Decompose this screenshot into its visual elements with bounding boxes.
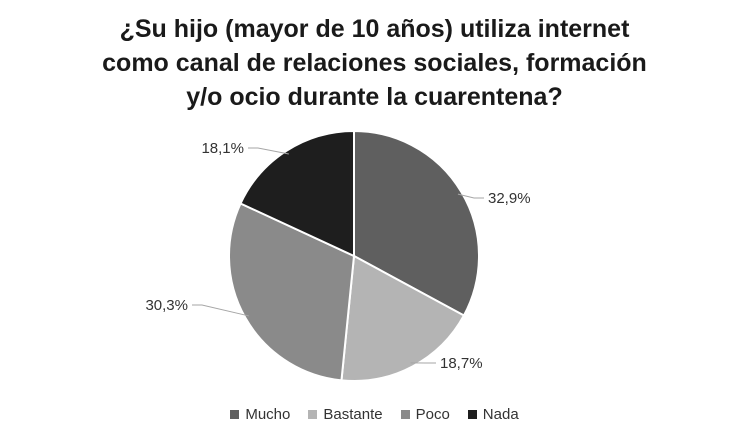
legend-swatch-nada [467,410,477,419]
leader-line-poco [192,304,250,317]
leader-line-mucho [457,193,484,199]
pie-slice-nada [239,129,355,258]
chart-title-line-3: y/o ocio durante la cuarentena? [186,83,563,111]
chart-title-line-1: ¿Su hijo (mayor de 10 años) utiliza inte… [119,15,630,43]
legend-label-nada: Nada [482,406,519,423]
legend-label-mucho: Mucho [245,406,291,423]
legend-swatch-poco [400,410,410,419]
data-label-bastante: 18,7% [440,355,483,372]
pie-slice-bastante [340,254,466,382]
legend-swatch-bastante [308,410,318,419]
legend-item-mucho: Mucho [230,406,290,423]
pie-slice-poco [228,202,356,382]
data-label-mucho: 32,9% [488,190,531,207]
pie-slice-mucho [353,129,480,317]
legend-item-poco: Poco [400,406,450,423]
legend: Mucho Bastante Poco Nada [0,406,749,423]
chart-title-line-2: como canal de relaciones sociales, forma… [102,49,647,77]
legend-item-nada: Nada [467,406,519,423]
leader-line-nada [248,147,289,155]
data-label-nada: 18,1% [201,140,244,157]
legend-label-poco: Poco [415,406,450,423]
legend-item-bastante: Bastante [308,406,383,423]
data-label-poco: 30,3% [145,297,188,314]
chart-title: ¿Su hijo (mayor de 10 años) utiliza inte… [0,12,749,114]
legend-label-bastante: Bastante [323,406,383,423]
legend-swatch-mucho [230,410,240,419]
